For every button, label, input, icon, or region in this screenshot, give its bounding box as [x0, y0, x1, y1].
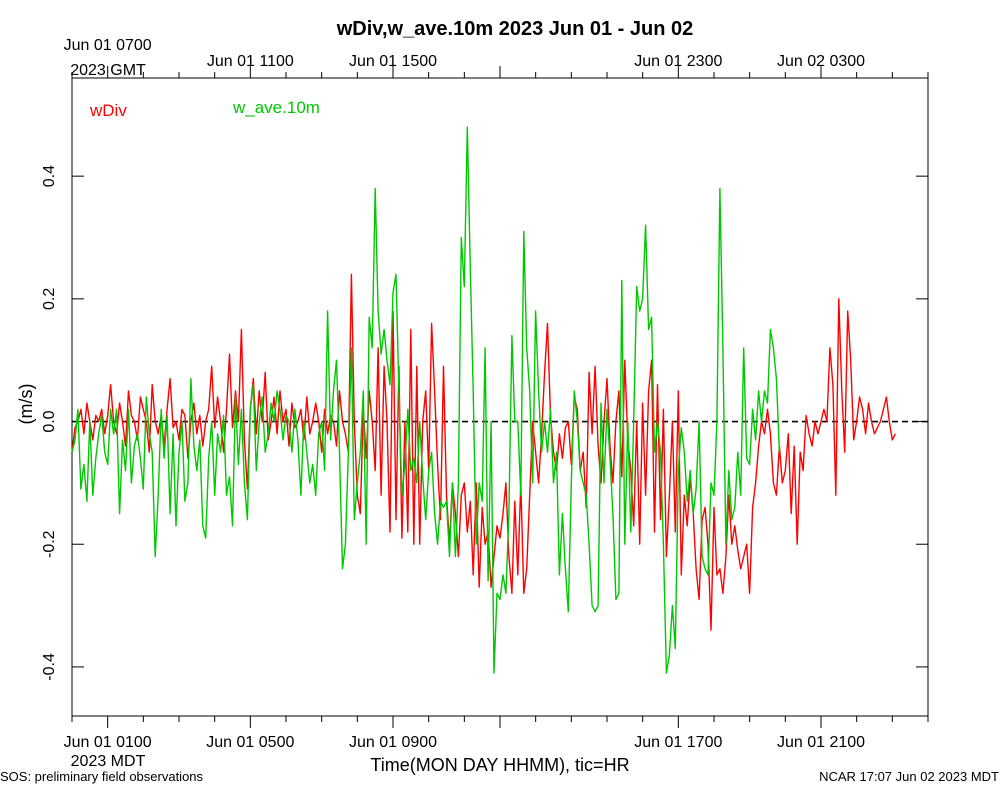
- y-tick-label: -0.2: [41, 530, 58, 558]
- x-tick-label-bottom: Jun 01 2100: [777, 734, 865, 751]
- legend-entry-wdiv: wDiv: [89, 101, 127, 120]
- x-tick-label-top: Jun 02 0300: [777, 53, 865, 70]
- x-tick-label-top: Jun 01 2300: [634, 53, 722, 70]
- y-tick-label: -0.4: [41, 653, 58, 681]
- x-tick-label-bottom: Jun 01 0100: [64, 734, 152, 751]
- x-axis-label: Time(MON DAY HHMM), tic=HR: [370, 755, 629, 775]
- legend-entry-w-ave-10m: w_ave.10m: [232, 98, 320, 117]
- footer-left: SOS: preliminary field observations: [0, 769, 204, 784]
- y-tick-label: 0.2: [41, 288, 58, 310]
- tick-marks: [71, 66, 929, 728]
- x-tick-label-bottom: Jun 01 0900: [349, 734, 437, 751]
- x-tick-label-top: Jun 01 1500: [349, 53, 437, 70]
- y-axis-label: (m/s): [16, 384, 36, 425]
- footer-right: NCAR 17:07 Jun 02 2023 MDT: [819, 769, 999, 784]
- series-line-wdiv: [71, 273, 896, 631]
- series-group: [71, 126, 896, 674]
- y-tick-label: 0.4: [41, 165, 58, 187]
- bottom-zone-label: 2023 MDT: [71, 753, 146, 770]
- x-tick-label-top: Jun 01 0700: [64, 37, 152, 54]
- plot-frame: [71, 77, 929, 717]
- y-tick-labels: -0.4 -0.2 0.0 0.2 0.4: [41, 165, 58, 681]
- x-tick-label-bottom: Jun 01 0500: [206, 734, 294, 751]
- x-tick-labels: Jun 01 0100 Jun 01 0500 Jun 01 0900 Jun 01 …: [64, 37, 866, 751]
- x-tick-label-bottom: Jun 01 1700: [634, 734, 722, 751]
- x-tick-label-top: Jun 01 1100: [207, 53, 294, 70]
- y-tick-label: 0.0: [41, 410, 58, 432]
- chart-title: wDiv,w_ave.10m 2023 Jun 01 - Jun 02: [336, 18, 693, 40]
- series-line-w-ave-10m: [71, 126, 781, 674]
- top-zone-label: 2023 GMT: [70, 62, 146, 79]
